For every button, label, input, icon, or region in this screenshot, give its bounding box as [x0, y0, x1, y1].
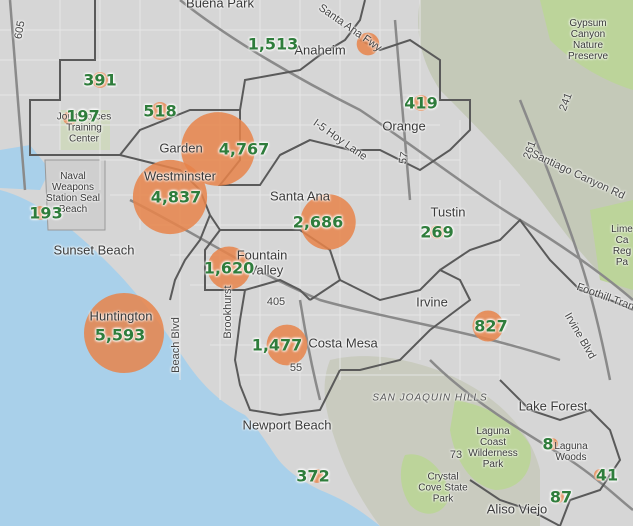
place-lime: Lime Ca Reg Pa — [611, 224, 633, 268]
count-label-stanton: 518 — [143, 101, 177, 121]
place-santa-ana: Santa Ana — [270, 188, 330, 204]
place-naval-weapons: Naval Weapons Station Seal Beach — [46, 171, 100, 215]
count-label-santa-ana: 2,686 — [292, 212, 344, 232]
park-laguna-coast — [450, 400, 531, 490]
count-label-fountain-valley: 1,620 — [203, 258, 255, 278]
count-label-garden-grove: 4,767 — [218, 139, 270, 159]
count-label-newport-coast: 372 — [296, 466, 330, 486]
place-lake-forest: Lake Forest — [518, 398, 588, 414]
place-huntington: Huntington — [89, 308, 153, 324]
count-bubble-seal-beach[interactable] — [33, 206, 47, 220]
count-label-anaheim: 1,513 — [247, 34, 299, 54]
place-newport-beach: Newport Beach — [242, 417, 332, 433]
place-anaheim: Anaheim — [294, 42, 346, 58]
count-bubble-anaheim[interactable] — [356, 32, 380, 56]
count-bubble-stanton[interactable] — [151, 102, 169, 120]
place-valley: Valley — [248, 262, 284, 278]
road-beach-blvd: Beach Blvd — [170, 317, 182, 373]
place-costa-mesa: Costa Mesa — [308, 335, 378, 351]
freeways — [8, 0, 633, 511]
count-bubble-aliso-viejo[interactable] — [552, 491, 564, 503]
place-sunset-beach: Sunset Beach — [53, 242, 135, 258]
count-label-huntington-beach: 5,593 — [94, 325, 146, 345]
count-bubble-tustin[interactable] — [430, 225, 444, 239]
place-tustin: Tustin — [430, 204, 466, 220]
place-buena-park: Buena Park — [186, 0, 254, 11]
count-label-lake-forest-east: 41 — [595, 465, 619, 485]
park-gypsum — [540, 0, 633, 90]
count-bubble-laguna-woods[interactable] — [546, 438, 558, 450]
place-gypsum: Gypsum Canyon Nature Preserve — [567, 18, 608, 62]
count-label-westminster: 4,837 — [150, 187, 202, 207]
ocean — [0, 190, 380, 526]
place-garden: Garden — [159, 140, 203, 156]
count-label-seal-beach: 193 — [29, 203, 63, 223]
count-label-laguna-woods: 8 — [542, 434, 554, 454]
count-label-orange: 419 — [404, 93, 438, 113]
place-fountain: Fountain — [236, 247, 288, 263]
count-label-costa-mesa: 1,477 — [251, 335, 303, 355]
count-bubble-orange[interactable] — [413, 95, 429, 111]
count-label-tustin: 269 — [420, 222, 454, 242]
count-bubble-lake-forest-east[interactable] — [594, 469, 606, 481]
count-bubble-westminster[interactable] — [132, 159, 208, 235]
place-laguna-woods: Laguna Woods — [554, 441, 588, 463]
place-jftc: Joint Forces Training Center — [56, 111, 112, 145]
count-label-aliso-viejo: 87 — [549, 487, 573, 507]
bay — [0, 145, 50, 190]
count-bubbles — [33, 32, 606, 503]
count-bubble-garden-grove[interactable] — [181, 112, 255, 186]
count-label-los-alamitos: 197 — [66, 106, 100, 126]
hills-east — [418, 0, 633, 300]
count-label-north-west: 391 — [83, 70, 117, 90]
place-laguna-coast: Laguna Coast Wilderness Park — [468, 426, 518, 470]
road-brookhurst: Brookhurst — [222, 285, 234, 339]
park-naval — [44, 159, 106, 231]
place-orange: Orange — [382, 118, 426, 134]
park-lime — [590, 200, 633, 290]
place-irvine: Irvine — [416, 294, 448, 310]
road-57: 57 — [397, 150, 411, 166]
count-bubble-irvine[interactable] — [472, 310, 504, 342]
place-westminster: Westminster — [144, 168, 216, 184]
place-crystal-cove: Crystal Cove State Park — [418, 471, 468, 505]
count-bubble-costa-mesa[interactable] — [266, 324, 308, 366]
count-bubble-fountain-valley[interactable] — [207, 246, 251, 290]
road-55: 55 — [289, 362, 303, 374]
road-73: 73 — [449, 449, 463, 461]
count-bubble-santa-ana[interactable] — [300, 194, 356, 250]
count-label-irvine: 827 — [474, 316, 508, 336]
count-bubble-north-west[interactable] — [92, 72, 108, 88]
place-aliso-viejo: Aliso Viejo — [486, 501, 548, 517]
place-san-joaquin-hills: SAN JOAQUIN HILLS — [372, 392, 488, 404]
count-bubble-huntington-beach[interactable] — [84, 293, 164, 373]
count-bubble-los-alamitos[interactable] — [63, 111, 77, 125]
park-crystal-cove — [400, 454, 450, 514]
road-405: 405 — [266, 296, 286, 308]
count-bubble-newport-coast[interactable] — [310, 469, 324, 483]
